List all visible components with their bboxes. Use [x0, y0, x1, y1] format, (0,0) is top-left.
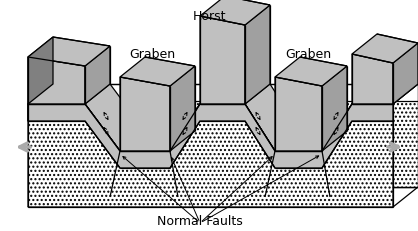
Polygon shape — [28, 38, 110, 67]
Polygon shape — [200, 17, 245, 105]
Polygon shape — [352, 55, 393, 105]
Polygon shape — [120, 78, 170, 151]
Polygon shape — [200, 0, 270, 26]
Polygon shape — [170, 67, 195, 151]
Polygon shape — [352, 35, 418, 64]
Polygon shape — [245, 6, 270, 105]
Polygon shape — [352, 85, 418, 105]
Polygon shape — [53, 102, 418, 187]
Polygon shape — [393, 44, 418, 105]
Polygon shape — [275, 58, 347, 87]
Polygon shape — [28, 85, 110, 105]
Polygon shape — [200, 85, 270, 105]
Polygon shape — [120, 131, 195, 151]
Polygon shape — [28, 105, 393, 168]
Polygon shape — [28, 58, 85, 105]
Polygon shape — [120, 58, 195, 87]
Text: Normal Faults: Normal Faults — [157, 214, 243, 227]
Text: Graben: Graben — [285, 48, 331, 61]
Polygon shape — [322, 85, 377, 151]
Polygon shape — [28, 38, 53, 105]
Polygon shape — [85, 47, 110, 105]
Polygon shape — [28, 105, 393, 168]
Text: Horst: Horst — [193, 10, 227, 23]
Polygon shape — [85, 85, 145, 151]
Polygon shape — [275, 78, 322, 151]
Polygon shape — [170, 85, 225, 151]
Text: Graben: Graben — [129, 48, 175, 61]
Polygon shape — [275, 131, 347, 151]
Polygon shape — [28, 105, 393, 207]
Polygon shape — [53, 85, 418, 187]
Polygon shape — [245, 85, 300, 151]
Polygon shape — [322, 67, 347, 151]
